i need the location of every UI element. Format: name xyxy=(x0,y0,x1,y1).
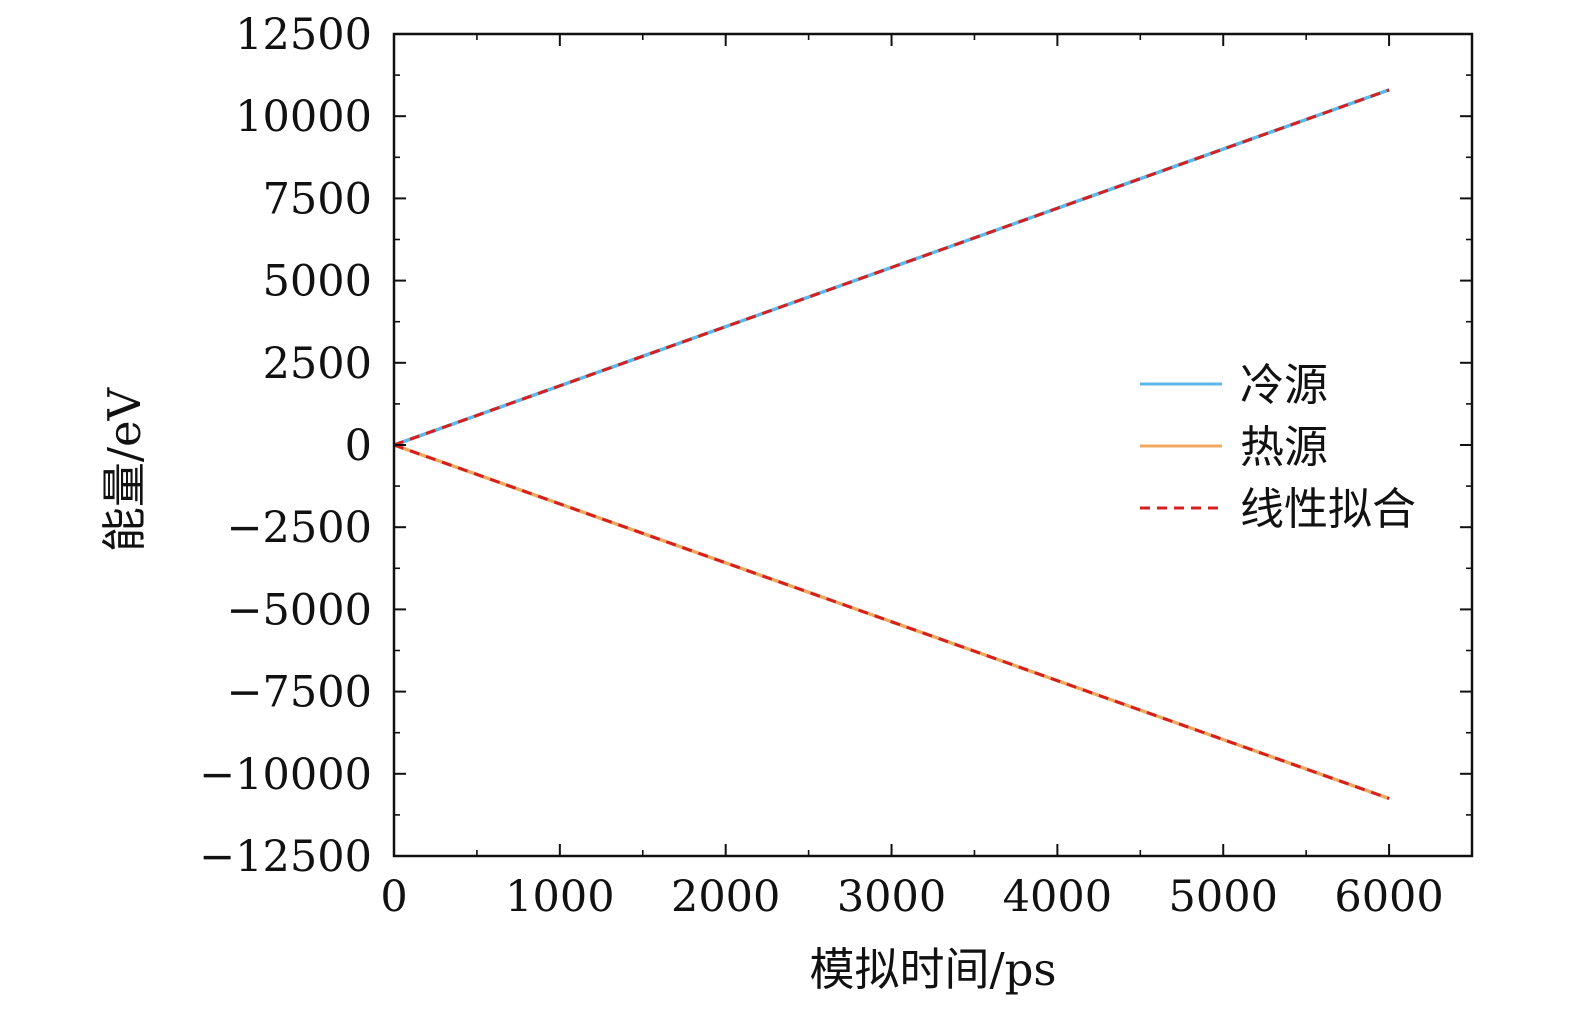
x-tick-label: 5000 xyxy=(1169,872,1278,922)
y-tick-label: −10000 xyxy=(199,750,372,800)
y-tick-label: 10000 xyxy=(235,92,372,142)
x-tick-label: 4000 xyxy=(1003,872,1112,922)
y-tick-label: −7500 xyxy=(227,668,372,718)
series-line-3 xyxy=(393,88,1390,447)
x-tick-label: 6000 xyxy=(1334,872,1443,922)
y-tick-label: 2500 xyxy=(263,339,372,389)
legend-label-1: 冷源 xyxy=(1240,360,1328,411)
y-tick-label: −2500 xyxy=(227,503,372,553)
y-tick-label: 0 xyxy=(345,421,372,471)
y-tick-label: 5000 xyxy=(263,257,372,307)
legend-label-3: 线性拟合 xyxy=(1240,484,1416,535)
y-tick-label: −5000 xyxy=(227,585,372,635)
plot-frame xyxy=(392,32,1474,858)
x-tick-label: 1000 xyxy=(505,872,614,922)
x-tick-label: 0 xyxy=(380,872,407,922)
y-tick-label: 12500 xyxy=(235,10,372,60)
x-tick-label: 2000 xyxy=(671,872,780,922)
y-tick-label: −12500 xyxy=(199,832,372,882)
plot-area xyxy=(393,88,1390,801)
y-axis-title: 能量/eV xyxy=(98,386,151,552)
y-tick-label: 7500 xyxy=(263,174,372,224)
legend-label-2: 热源 xyxy=(1240,422,1328,473)
axis-ticks: 0 1000 2000 3000 4000 5000 6000 12500 10000 7500 5… xyxy=(199,10,1473,922)
x-axis-title: 模拟时间/ps xyxy=(809,943,1056,996)
series-line-4 xyxy=(393,443,1390,800)
x-tick-label: 3000 xyxy=(837,872,946,922)
